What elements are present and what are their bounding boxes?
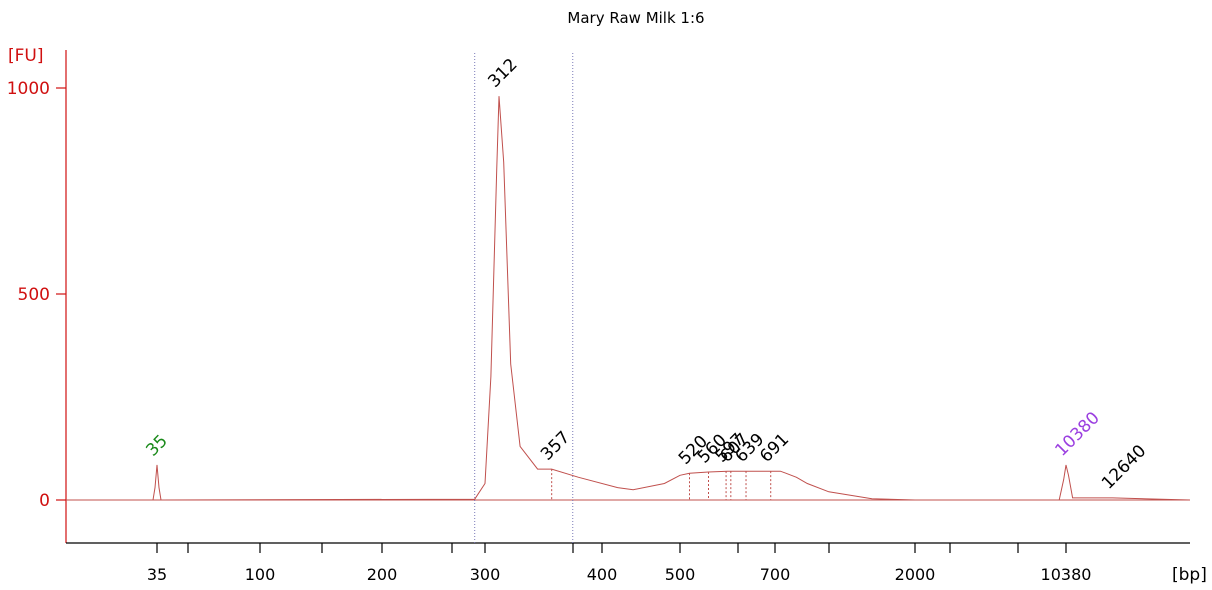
chart-title: Mary Raw Milk 1:6 bbox=[567, 9, 704, 27]
signal-trace bbox=[66, 96, 1191, 501]
peak-label: 691 bbox=[756, 430, 793, 467]
y-tick-label: 500 bbox=[18, 285, 50, 305]
peak-label: 35 bbox=[142, 431, 171, 460]
y-axis-ticks: 0 500 1000 bbox=[7, 79, 66, 511]
peak-label: 10380 bbox=[1051, 408, 1103, 460]
x-tick-label: 300 bbox=[470, 565, 501, 584]
x-tick-label: 2000 bbox=[895, 565, 936, 584]
x-tick-label: 400 bbox=[587, 565, 618, 584]
peak-label: 357 bbox=[537, 428, 574, 465]
x-tick-label: 500 bbox=[665, 565, 696, 584]
axes bbox=[65, 50, 1190, 544]
y-tick-label: 1000 bbox=[7, 79, 50, 99]
x-tick-label: 10380 bbox=[1041, 565, 1092, 584]
x-tick-label: 100 bbox=[245, 565, 276, 584]
peak-fill-markers bbox=[551, 469, 772, 500]
x-tick-label: 200 bbox=[367, 565, 398, 584]
x-axis-ticks: 35 100 200 300 400 500 700 2000 10380 bbox=[147, 543, 1092, 584]
x-tick-label: 700 bbox=[760, 565, 791, 584]
y-tick-label: 0 bbox=[39, 491, 50, 511]
y-axis-unit-label: [FU] bbox=[8, 46, 44, 66]
peak-label: 312 bbox=[484, 55, 521, 92]
x-tick-label: 35 bbox=[147, 565, 167, 584]
x-axis-unit-label: [bp] bbox=[1172, 565, 1207, 585]
region-markers bbox=[474, 53, 574, 543]
peak-label: 12640 bbox=[1098, 441, 1150, 493]
